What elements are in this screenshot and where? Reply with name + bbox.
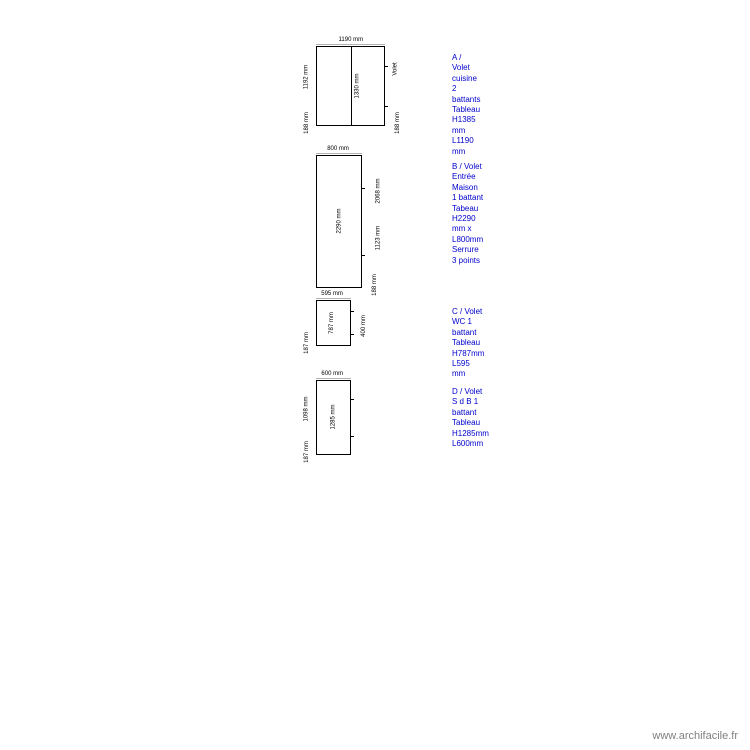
shutter-b: 800 mm2290 mm2068 mm1123 mm188 mmB / Vol… — [316, 155, 392, 308]
description-b: B / Volet Entrée Maison 1 battantTabeau … — [452, 162, 483, 266]
dim-height: 1330 mm — [354, 74, 360, 99]
description-line: B / Volet Entrée Maison 1 battant — [452, 162, 483, 204]
center-divider — [351, 46, 352, 126]
dim-left-upper: 1098 mm — [304, 397, 310, 422]
shutter-c: 595 mm787 mm187 mm400 mmC / Volet WC 1 b… — [316, 300, 381, 366]
dim-left-lower: 187 mm — [304, 441, 310, 463]
drawing-a: 1190 mm1330 mm1192 mm188 mmVolet188 mm — [316, 46, 415, 146]
hinge-tick — [351, 311, 354, 312]
description-line: Tabeau H2290 mm x L800mm — [452, 204, 483, 246]
dim-top: 600 mm — [321, 371, 343, 377]
description-line: Tableau H787mm L595 mm — [452, 338, 484, 380]
dim-right-lower: 188 mm — [395, 112, 401, 134]
dim-left-lower: 188 mm — [304, 112, 310, 134]
dim-right-side: 400 mm — [360, 315, 366, 337]
drawing-b: 800 mm2290 mm2068 mm1123 mm188 mm — [316, 155, 392, 308]
dim-right-upper: Volet — [393, 62, 399, 75]
dim-right-lower: 188 mm — [372, 274, 378, 296]
shutter-d: 600 mm1285 mm1098 mm187 mmD / Volet S d … — [316, 380, 381, 475]
dim-left-lower: 187 mm — [304, 332, 310, 354]
description-d: D / Volet S d B 1 battantTableau H1285mm… — [452, 387, 489, 449]
description-c: C / Volet WC 1 battantTableau H787mm L59… — [452, 307, 484, 380]
hinge-tick — [351, 399, 354, 400]
dim-left-upper: 1192 mm — [303, 65, 309, 90]
dim-right-upper: 2068 mm — [376, 179, 382, 204]
watermark-text: www.archifacile.fr — [652, 730, 738, 742]
description-line: Serrure 3 points — [452, 245, 483, 266]
dim-height: 1285 mm — [331, 405, 337, 430]
description-line: C / Volet WC 1 battant — [452, 307, 484, 338]
hinge-tick — [351, 436, 354, 437]
drawing-d: 600 mm1285 mm1098 mm187 mm — [316, 380, 381, 475]
shutter-a: 1190 mm1330 mm1192 mm188 mmVolet188 mmA … — [316, 46, 415, 146]
dim-height: 787 mm — [329, 312, 335, 334]
hinge-tick — [362, 188, 365, 189]
dim-top: 1190 mm — [339, 37, 364, 43]
description-line: A / Volet cuisine 2 battants — [452, 53, 480, 105]
hinge-tick — [385, 66, 388, 67]
hinge-tick — [385, 106, 388, 107]
dim-top: 800 mm — [327, 146, 349, 152]
hinge-tick — [351, 334, 354, 335]
dim-right-mid: 1123 mm — [376, 225, 382, 250]
dim-top: 595 mm — [321, 291, 343, 297]
description-line: Tableau H1285mm L600mm — [452, 418, 489, 449]
drawing-c: 595 mm787 mm187 mm400 mm — [316, 300, 381, 366]
hinge-tick — [362, 255, 365, 256]
description-line: Tableau H1385 mm L1190 mm — [452, 105, 480, 157]
description-line: D / Volet S d B 1 battant — [452, 387, 489, 418]
description-a: A / Volet cuisine 2 battantsTableau H138… — [452, 53, 480, 157]
dim-height: 2290 mm — [337, 209, 343, 234]
